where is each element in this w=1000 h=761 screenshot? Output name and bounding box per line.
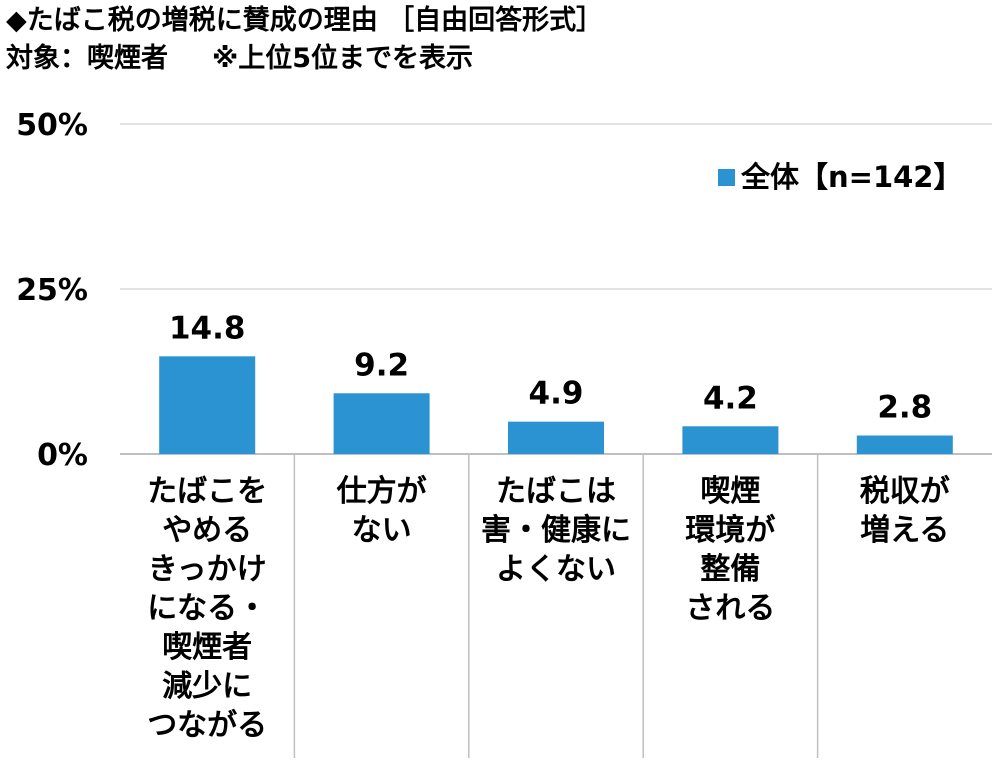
bar	[682, 426, 779, 454]
subtitle-target: 対象：喫煙者	[6, 43, 168, 74]
bar	[856, 435, 953, 454]
legend-label: 全体【n=142】	[741, 160, 963, 194]
category-label: 喫煙 環境が 整備 される	[685, 474, 776, 626]
subtitle-note: ※上位5位までを表示	[212, 43, 474, 74]
bar	[333, 393, 430, 454]
bar	[508, 421, 604, 454]
value-label: 4.2	[703, 380, 758, 416]
category-label: たばこは 害・健康に よくない	[481, 474, 631, 587]
bar	[159, 356, 256, 454]
y-tick-label: 0%	[37, 438, 88, 473]
value-label: 2.8	[877, 390, 932, 426]
legend: 全体【n=142】	[718, 160, 962, 194]
y-tick-label: 50%	[16, 108, 88, 143]
chart-subtitle: 対象：喫煙者 ※上位5位までを表示	[6, 42, 473, 76]
y-tick-label: 25%	[16, 273, 88, 308]
chart-title: ◆たばこ税の増税に賛成の理由 ［自由回答形式］	[6, 5, 604, 36]
value-label: 9.2	[354, 347, 409, 383]
category-label: たばこを やめる きっかけ になる・ 喫煙者 減少に つながる	[147, 474, 268, 743]
category-label: 仕方が ない	[336, 474, 427, 548]
category-label: 税収が 増える	[859, 474, 950, 548]
value-label: 14.8	[169, 310, 246, 346]
value-label: 4.9	[529, 376, 584, 412]
legend-swatch	[718, 169, 735, 186]
